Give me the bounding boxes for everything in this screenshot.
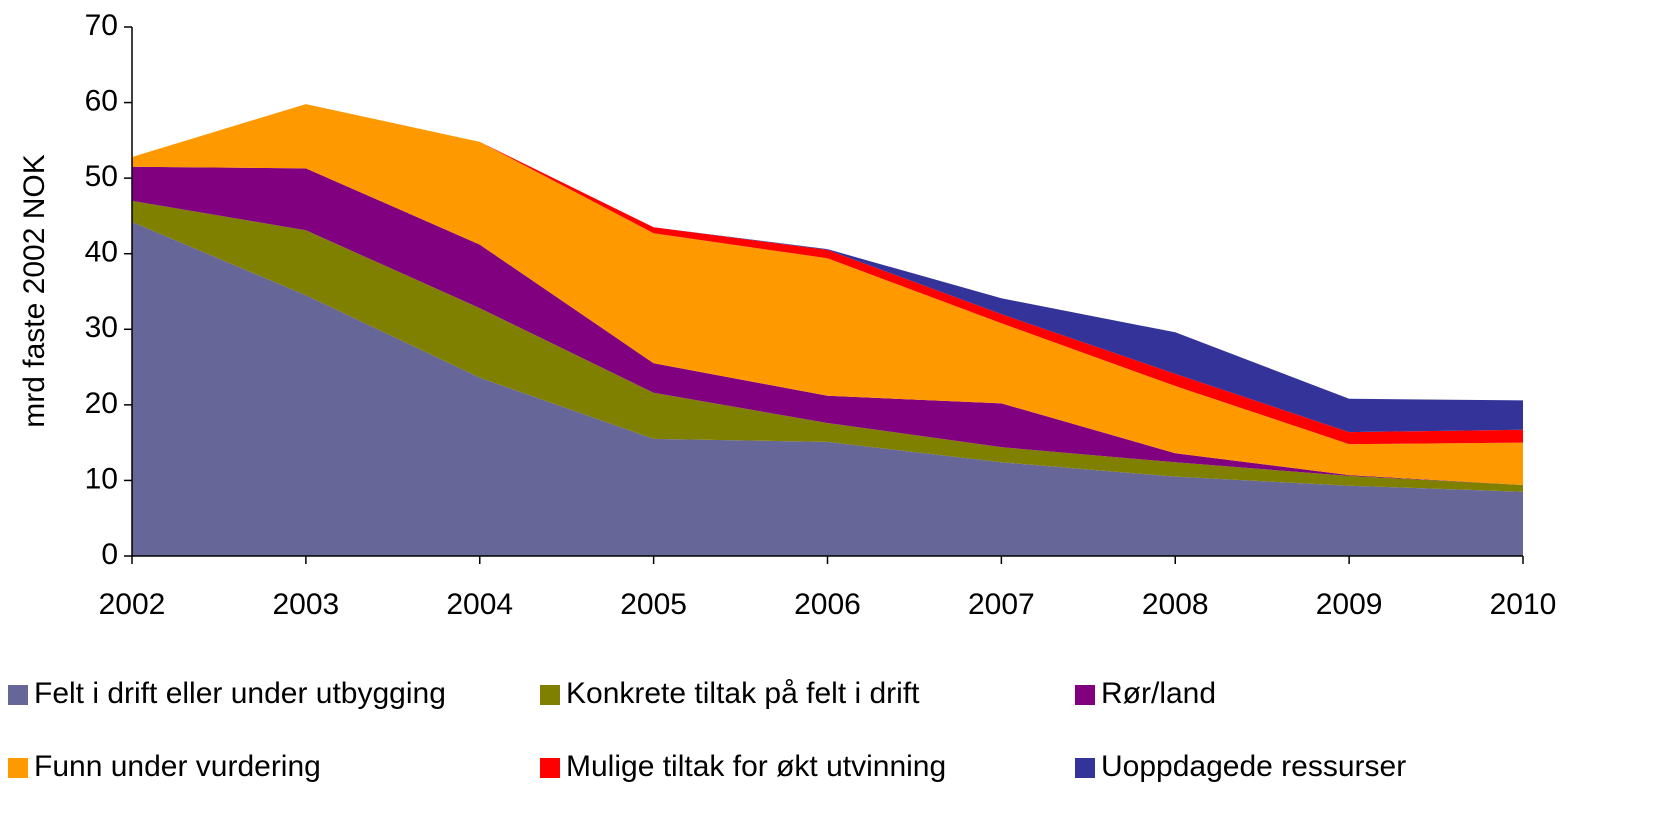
x-tick-label: 2003 (273, 588, 340, 621)
legend-swatch (8, 685, 28, 705)
legend-label: Rør/land (1101, 677, 1216, 710)
area (132, 104, 1523, 485)
area (132, 200, 1523, 492)
y-tick-label: 20 (85, 387, 118, 420)
y-tick-label: 30 (85, 311, 118, 344)
legend-swatch (540, 758, 560, 778)
x-tick-label: 2002 (99, 588, 166, 621)
legend-label: Konkrete tiltak på felt i drift (566, 677, 920, 710)
legend-label: Mulige tiltak for økt utvinning (566, 750, 946, 783)
y-tick-label: 40 (85, 236, 118, 269)
area (132, 104, 1523, 433)
y-axis-label: mrd faste 2002 NOK (18, 154, 51, 427)
x-tick-label: 2006 (794, 588, 861, 621)
y-tick-label: 50 (85, 160, 118, 193)
x-tick-label: 2010 (1490, 588, 1557, 621)
legend-swatch (540, 685, 560, 705)
x-tick-label: 2004 (446, 588, 513, 621)
legend-swatch (1075, 758, 1095, 778)
y-tick-label: 0 (101, 538, 118, 571)
x-tick-label: 2008 (1142, 588, 1209, 621)
x-tick-label: 2009 (1316, 588, 1383, 621)
legend-label: Funn under vurdering (34, 750, 321, 783)
y-tick-label: 10 (85, 462, 118, 495)
x-tick-label: 2005 (620, 588, 687, 621)
legend-swatch (8, 758, 28, 778)
y-tick-label: 70 (85, 9, 118, 42)
area (132, 166, 1523, 485)
legend-label: Felt i drift eller under utbygging (34, 677, 446, 710)
y-tick-label: 60 (85, 84, 118, 117)
area (132, 221, 1523, 556)
legend-label: Uoppdagede ressurser (1101, 750, 1406, 783)
legend-swatch (1075, 685, 1095, 705)
x-tick-label: 2007 (968, 588, 1035, 621)
